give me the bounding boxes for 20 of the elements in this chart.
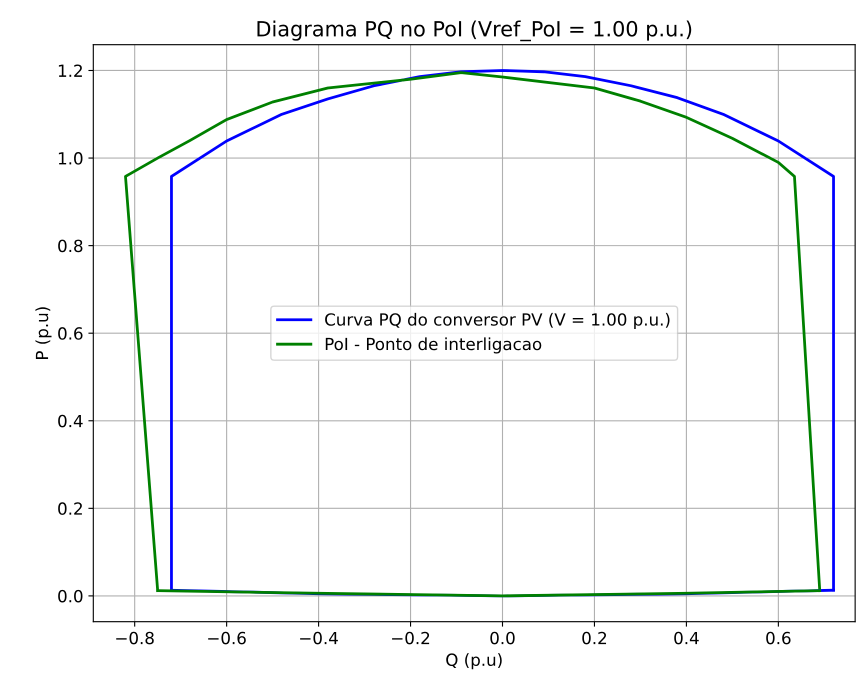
y-tick-label: 0.8 bbox=[58, 240, 82, 252]
y-tick-label: 1.0 bbox=[58, 152, 82, 165]
y-tick-label: 0.2 bbox=[58, 502, 82, 515]
x-tick-label: 0.4 bbox=[674, 632, 699, 644]
y-tick-label: 0.0 bbox=[58, 590, 82, 602]
x-tick-label: −0.4 bbox=[300, 632, 338, 644]
x-tick-label: 0.0 bbox=[490, 632, 515, 644]
y-tick-label: 0.4 bbox=[58, 414, 83, 428]
x-tick-label: 0.6 bbox=[766, 632, 791, 644]
y-axis-title: P (p.u) bbox=[35, 307, 52, 359]
legend-label: Curva PQ do conversor PV (V = 1.00 p.u.) bbox=[325, 312, 670, 330]
x-tick-label: 0.2 bbox=[582, 632, 606, 644]
x-tick-label: −0.6 bbox=[208, 632, 246, 644]
legend-label: PoI - Ponto de interligacao bbox=[326, 337, 542, 354]
x-tick-label: −0.8 bbox=[116, 632, 154, 644]
x-axis-title: Q (p.u) bbox=[446, 653, 502, 670]
y-tick-label: 1.2 bbox=[58, 64, 82, 77]
x-tick-label: −0.2 bbox=[392, 632, 430, 644]
y-tick-label: 0.6 bbox=[58, 327, 83, 340]
chart-title: Diagrama PQ no PoI (Vref_PoI = 1.00 p.u.) bbox=[257, 20, 692, 42]
